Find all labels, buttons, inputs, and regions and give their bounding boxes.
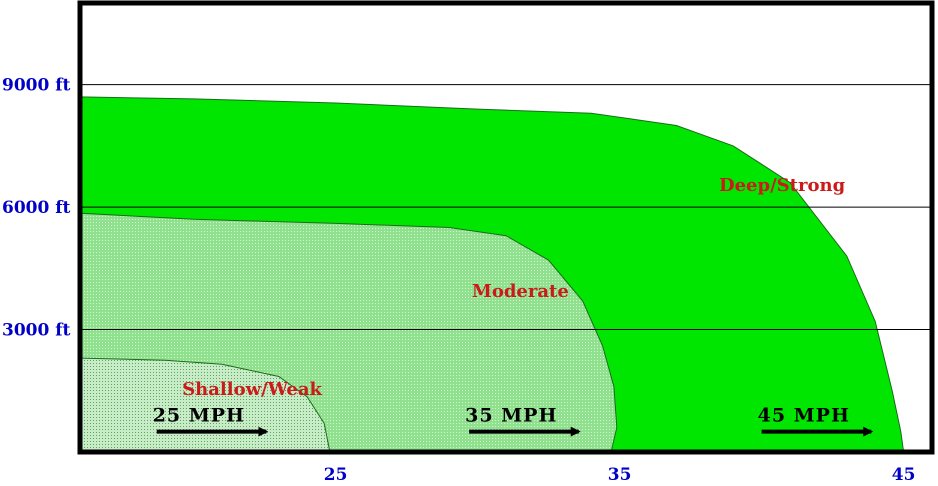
y-axis-ticks: 3000 ft 6000 ft 9000 ft — [2, 76, 71, 341]
label-moderate: Moderate — [472, 281, 569, 302]
speed-arrow-25-mph: 25 MPH — [153, 405, 269, 437]
y-tick-label: 6000 ft — [2, 198, 71, 218]
label-deep-strong: Deep/Strong — [719, 175, 846, 196]
speed-label: 45 MPH — [758, 405, 850, 427]
speed-label: 35 MPH — [465, 405, 557, 427]
plot-frame — [77, 0, 935, 455]
region-labels: Deep/Strong Moderate Shallow/Weak — [182, 175, 845, 400]
x-axis-ticks: 25 35 45 — [324, 465, 916, 485]
speed-arrow-35-mph: 35 MPH — [465, 405, 581, 437]
y-tick-label: 3000 ft — [2, 321, 71, 341]
label-shallow-weak: Shallow/Weak — [182, 379, 322, 400]
speed-arrow-45-mph: 45 MPH — [758, 405, 874, 437]
x-tick-label: 35 — [608, 465, 632, 485]
y-tick-label: 9000 ft — [2, 76, 71, 96]
regions — [79, 96, 905, 453]
speed-label: 25 MPH — [153, 405, 245, 427]
x-tick-label: 45 — [892, 465, 916, 485]
x-tick-label: 25 — [324, 465, 348, 485]
gridlines — [80, 84, 932, 330]
speed-arrows: 25 MPH 35 MPH 45 MPH — [153, 405, 874, 437]
